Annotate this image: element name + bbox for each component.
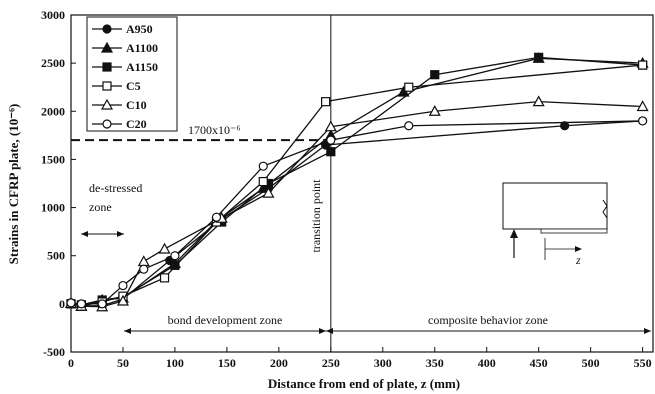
data-point-a1150: [430, 70, 440, 80]
data-point-c10: [636, 100, 649, 112]
legend-box: [86, 16, 178, 132]
legend-marker: [102, 119, 112, 129]
x-tick-label: 500: [582, 356, 600, 370]
legend: A950 A1100 A1150 C5 C10 C20: [86, 16, 178, 132]
x-tick-label: 150: [218, 356, 236, 370]
data-point-c20: [139, 264, 149, 274]
inset-z-label: z: [575, 253, 581, 267]
y-tick-label: 3000: [41, 8, 65, 22]
data-point-c20: [76, 299, 86, 309]
plot-frame: [70, 14, 654, 353]
data-point-c20: [170, 251, 180, 261]
legend-label: C5: [126, 79, 141, 93]
bond-zone-label: bond development zone: [168, 313, 283, 327]
x-tick-label: 0: [68, 356, 74, 370]
y-tick-label: 1000: [41, 201, 65, 215]
legend-label: A1150: [126, 60, 158, 74]
data-point-c20: [258, 161, 268, 171]
legend-marker: [102, 62, 112, 72]
legend-marker: [100, 41, 114, 53]
legend-label: A1100: [126, 41, 158, 55]
x-tick-label: 400: [478, 356, 496, 370]
legend-label: A950: [126, 22, 153, 36]
x-tick-label: 550: [634, 356, 652, 370]
legend-label: C20: [126, 117, 147, 131]
data-point-a1150: [170, 260, 180, 270]
y-tick-label: 2000: [41, 104, 65, 118]
data-point-c5: [258, 176, 268, 187]
data-point-c10: [532, 95, 545, 107]
y-tick-label: 1500: [41, 152, 65, 166]
axis-ticks: 0 50 100 150 200 250 300 350 400 450 500 550-500050…: [41, 8, 652, 370]
y-tick-label: 0: [59, 297, 65, 311]
destressed-arrow: [81, 231, 124, 237]
data-point-c5: [321, 97, 331, 107]
data-point-c10: [428, 105, 441, 116]
data-point-c10: [158, 242, 171, 254]
legend-marker: [102, 24, 112, 34]
data-point-c20: [404, 121, 414, 131]
series-layer: [64, 52, 649, 312]
composite-zone-arrow: [326, 328, 651, 334]
legend-marker: [102, 81, 112, 91]
y-axis-title: Strains in CFRP plate, (10⁻⁶): [6, 104, 21, 265]
transition-point-label: transition point: [309, 179, 323, 253]
x-tick-label: 450: [530, 356, 548, 370]
data-point-c20: [326, 135, 336, 145]
data-point-c20: [118, 280, 128, 291]
legend-label: C10: [126, 98, 147, 112]
x-tick-label: 100: [166, 356, 184, 370]
reference-lines: [71, 15, 332, 352]
series-line-a950: [70, 120, 643, 307]
x-axis-title: Distance from end of plate, z (mm): [268, 376, 460, 391]
data-point-c20: [211, 212, 222, 222]
data-point-a1150: [534, 52, 544, 62]
data-point-c20: [638, 116, 648, 126]
destressed-label-line1: de-stressed: [89, 181, 142, 195]
x-tick-label: 50: [117, 356, 129, 370]
data-point-a1150: [326, 147, 336, 157]
bond-zone-arrow: [124, 328, 326, 334]
destressed-label-line2: zone: [89, 200, 112, 214]
data-point-c5: [404, 82, 414, 92]
data-point-c10: [116, 294, 129, 306]
data-point-c10: [262, 186, 275, 198]
reference-line-label: 1700x10⁻⁶: [188, 123, 241, 137]
y-tick-label: -500: [43, 345, 65, 359]
data-point-c5: [159, 273, 170, 283]
data-point-c20: [66, 298, 76, 308]
composite-zone-label: composite behavior zone: [428, 313, 548, 327]
y-tick-label: 2500: [41, 56, 65, 70]
data-point-a950: [560, 121, 570, 131]
x-tick-label: 350: [426, 356, 444, 370]
x-tick-label: 300: [374, 356, 392, 370]
data-point-c5: [638, 60, 648, 70]
beam-inset-diagram: z: [502, 182, 608, 267]
legend-marker: [100, 98, 114, 110]
data-point-c20: [97, 299, 107, 309]
data-point-c10: [137, 255, 150, 267]
data-point-c10: [324, 120, 337, 132]
x-tick-label: 200: [270, 356, 288, 370]
y-tick-label: 500: [47, 249, 65, 263]
series-c20: [66, 116, 648, 309]
x-tick-label: 250: [322, 356, 340, 370]
